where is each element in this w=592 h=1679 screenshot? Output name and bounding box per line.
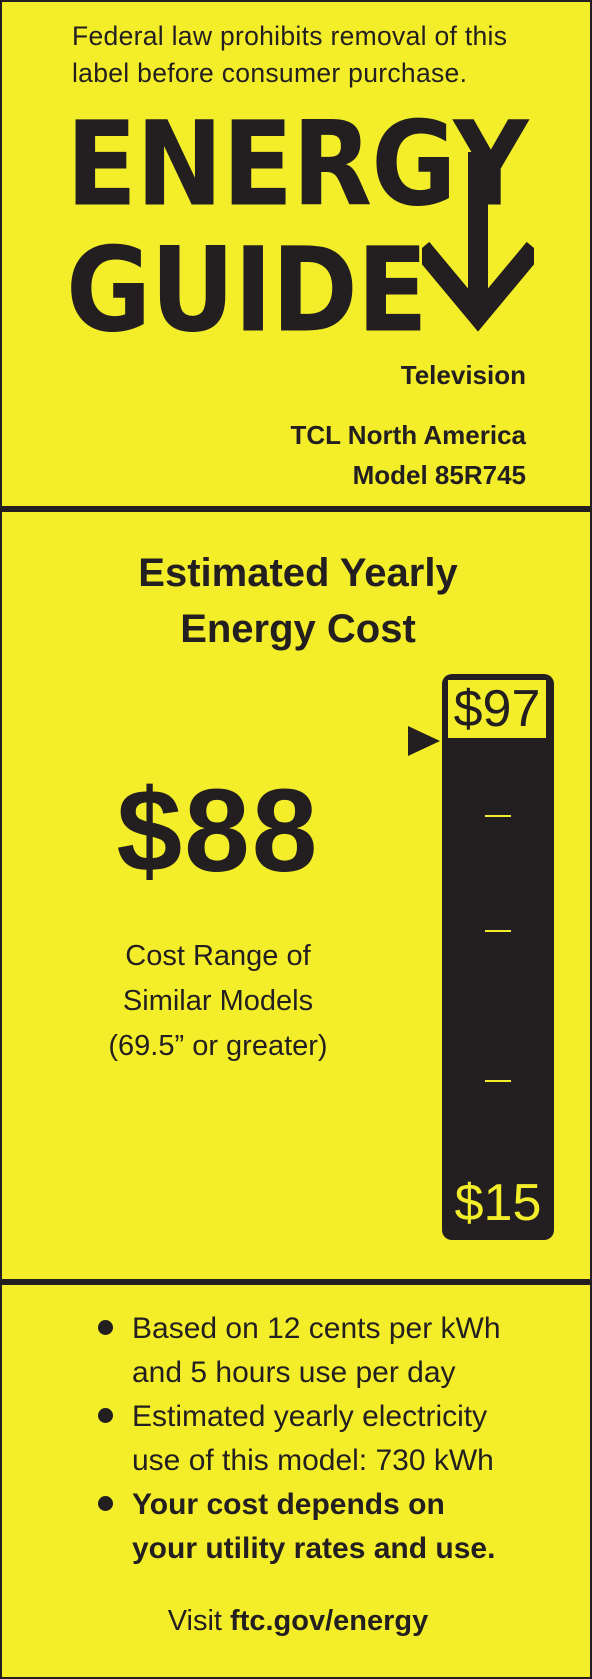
down-arrow-icon — [422, 152, 534, 332]
visit-prefix: Visit — [167, 1605, 231, 1637]
fact-1-line-2: and 5 hours use per day — [132, 1356, 456, 1389]
bullet-icon — [98, 1496, 113, 1511]
scale-tick — [485, 815, 511, 817]
scale-tick — [485, 930, 511, 932]
product-type: Television — [400, 360, 526, 390]
ftc-energy-link[interactable]: ftc.gov/energy — [230, 1605, 429, 1637]
federal-notice: Federal law prohibits removal of this la… — [72, 18, 572, 92]
triangle-pointer-icon — [408, 726, 440, 756]
fact-3-line-2: your utility rates and use. — [132, 1532, 496, 1565]
fact-item: Estimated yearly electricity use of this… — [98, 1395, 568, 1483]
fact-3-line-1: Your cost depends on — [132, 1488, 445, 1521]
visit-footer: Visit ftc.gov/energy — [2, 1601, 592, 1641]
cost-range-scale: $97 $15 — [442, 674, 554, 1240]
estimated-cost-value: $88 — [116, 765, 320, 897]
bullet-icon — [98, 1320, 113, 1335]
cost-heading: Estimated Yearly Energy Cost — [2, 545, 592, 657]
cost-range-caption-line-1: Cost Range of — [125, 940, 311, 972]
federal-notice-line-1: Federal law prohibits removal of this — [72, 21, 508, 51]
facts-list: Based on 12 cents per kWh and 5 hours us… — [98, 1307, 568, 1571]
federal-notice-line-2: label before consumer purchase. — [72, 58, 468, 88]
cost-heading-line-2: Energy Cost — [180, 607, 416, 651]
cost-range-caption-line-2: Similar Models — [122, 985, 314, 1017]
fact-1-line-1: Based on 12 cents per kWh — [132, 1312, 501, 1345]
fact-2-line-1: Estimated yearly electricity — [132, 1400, 488, 1433]
fact-item: Based on 12 cents per kWh and 5 hours us… — [98, 1307, 568, 1395]
logo-guide: GUIDE — [66, 221, 428, 359]
bullet-icon — [98, 1408, 113, 1423]
cost-heading-line-1: Estimated Yearly — [138, 551, 458, 595]
scale-tick — [485, 1080, 511, 1082]
logo-energy: ENERGY — [66, 95, 529, 233]
model-number: Model 85R745 — [352, 460, 526, 490]
fact-item: Your cost depends on your utility rates … — [98, 1483, 568, 1571]
manufacturer-name: TCL North America — [290, 420, 527, 450]
divider-top — [2, 506, 592, 512]
cost-range-caption-line-3: (69.5” or greater) — [108, 1030, 328, 1062]
fact-2-line-2: use of this model: 730 kWh — [132, 1444, 494, 1477]
divider-bottom — [2, 1279, 592, 1285]
cost-range-caption: Cost Range of Similar Models (69.5” or g… — [70, 934, 366, 1069]
scale-min-label: $15 — [454, 1174, 542, 1232]
scale-max-label: $97 — [448, 680, 546, 738]
